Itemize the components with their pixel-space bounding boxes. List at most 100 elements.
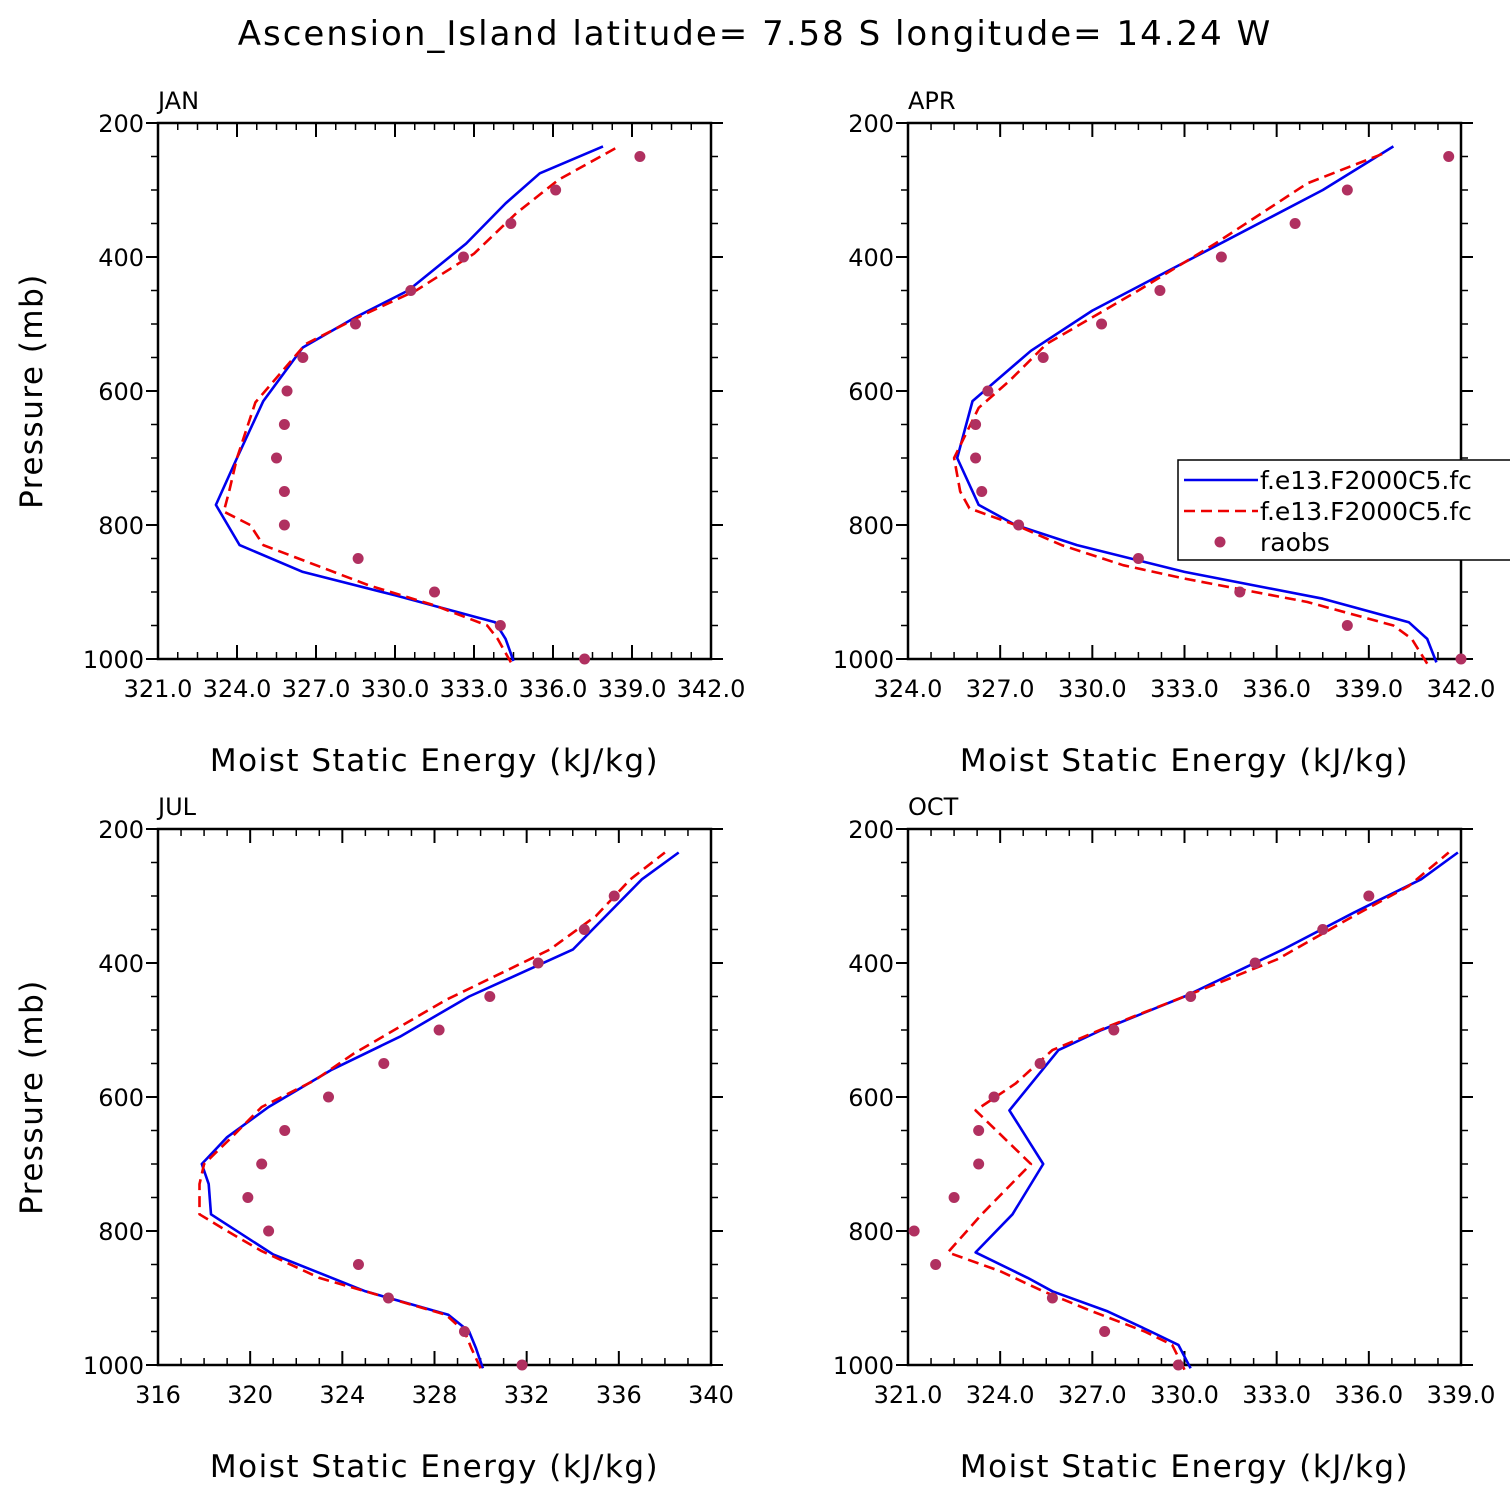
raob-point — [1455, 653, 1467, 665]
raob-point — [1341, 184, 1353, 196]
y-tick-label: 800 — [848, 512, 894, 540]
raob-point — [973, 1125, 985, 1136]
panel-apr: APR 324.0 327.0 330.0 333.0 336.0 339.0 342.0 20… — [833, 87, 1495, 779]
raob-point — [550, 184, 562, 196]
x-tick-label: 336 — [596, 1381, 642, 1409]
x-tick-label: 339.0 — [1427, 1381, 1496, 1409]
series-line-2 — [198, 851, 666, 1369]
raob-point — [908, 1225, 920, 1237]
raob-point — [1132, 553, 1144, 564]
raob-point — [988, 1091, 1000, 1103]
y-tick-label: 400 — [848, 950, 894, 978]
x-tick-label: 327.0 — [1058, 1381, 1127, 1409]
y-tick-label: 200 — [98, 816, 144, 844]
x-tick-label: 321.0 — [124, 675, 193, 703]
raob-point — [970, 419, 982, 430]
x-tick-label: 330.0 — [1150, 1381, 1219, 1409]
y-tick-label: 800 — [98, 512, 144, 540]
x-tick-label: 330.0 — [361, 675, 430, 703]
raob-point — [1249, 957, 1261, 969]
y-tick-label: 600 — [848, 378, 894, 406]
x-tick-label: 327.0 — [966, 675, 1035, 703]
raob-point — [256, 1158, 268, 1170]
y-tick-label: 400 — [848, 244, 894, 272]
y-tick-label: 800 — [848, 1218, 894, 1246]
x-axis-title: Moist Static Energy (kJ/kg) — [960, 1449, 1409, 1485]
raob-point — [484, 991, 496, 1002]
x-tick-label: 328 — [412, 1381, 458, 1409]
legend-label: f.e13.F2000C5.fc — [1260, 466, 1472, 495]
x-tick-label: 339.0 — [598, 675, 667, 703]
raob-point — [1443, 151, 1455, 162]
raob-point — [1341, 620, 1353, 631]
raob-point — [281, 385, 293, 397]
raob-point — [1363, 890, 1375, 902]
legend-label: f.e13.F2000C5.fc — [1260, 497, 1472, 526]
raob-point — [1046, 1292, 1058, 1304]
raob-point — [970, 452, 982, 464]
raob-point — [494, 620, 506, 631]
x-tick-label: 336.0 — [519, 675, 588, 703]
panel-label: OCT — [908, 793, 959, 821]
raob-point — [1037, 352, 1049, 363]
series-line-2 — [946, 851, 1450, 1371]
raob-point — [271, 452, 282, 464]
raob-point — [516, 1359, 528, 1371]
raob-point — [278, 486, 290, 497]
figure-title: Ascension_Island latitude= 7.58 S longit… — [238, 14, 1273, 54]
raob-point — [1096, 318, 1108, 330]
raob-point — [948, 1192, 960, 1203]
raob-point — [608, 890, 620, 902]
y-tick-label: 1000 — [833, 1352, 894, 1380]
x-tick-label: 342.0 — [677, 675, 746, 703]
x-tick-label: 321.0 — [874, 1381, 943, 1409]
legend-box — [1177, 459, 1510, 561]
raob-point — [1108, 1024, 1120, 1036]
x-tick-label: 336.0 — [1334, 1381, 1403, 1409]
raob-point — [578, 924, 590, 935]
x-tick-label: 330.0 — [1058, 675, 1127, 703]
series-line-2 — [222, 145, 620, 664]
raob-point — [505, 218, 517, 229]
y-axis-title: Pressure (mb) — [14, 273, 50, 509]
panel-label: JAN — [156, 87, 199, 115]
raob-point — [1013, 519, 1025, 531]
raob-point — [458, 1326, 470, 1337]
raob-point — [350, 318, 361, 330]
raob-point — [976, 486, 988, 497]
raob-point — [297, 352, 309, 363]
raob-point — [1215, 251, 1227, 263]
series-line-1 — [200, 851, 680, 1369]
raob-point — [1234, 586, 1246, 598]
series-line-1 — [955, 145, 1438, 663]
raob-point — [278, 519, 290, 531]
x-axis-title: Moist Static Energy (kJ/kg) — [210, 743, 659, 779]
x-tick-label: 320 — [227, 1381, 273, 1409]
y-tick-label: 400 — [98, 950, 144, 978]
y-tick-label: 200 — [98, 110, 144, 138]
raob-point — [457, 251, 469, 263]
raob-point — [278, 419, 290, 430]
panel-oct: OCT 321.0 324.0 327.0 330.0 333.0 336.0 339.0 20… — [833, 793, 1495, 1485]
raob-point — [279, 1125, 291, 1136]
legend-marker — [1214, 536, 1226, 548]
raob-point — [242, 1192, 254, 1203]
raob-point — [405, 285, 417, 296]
x-axis-title: Moist Static Energy (kJ/kg) — [960, 743, 1409, 779]
y-tick-label: 200 — [848, 110, 894, 138]
y-tick-label: 1000 — [833, 646, 894, 674]
y-tick-label: 600 — [98, 378, 144, 406]
raob-point — [382, 1292, 394, 1304]
raob-point — [973, 1158, 985, 1170]
x-tick-label: 316 — [135, 1381, 181, 1409]
panel-jan: JAN 321.0 324.0 327.0 330.0 333.0 336.0 339.0 34… — [14, 87, 745, 779]
y-tick-label: 400 — [98, 244, 144, 272]
raob-point — [634, 151, 646, 162]
raob-point — [1034, 1058, 1046, 1069]
raob-point — [1289, 218, 1301, 229]
x-axis-title: Moist Static Energy (kJ/kg) — [210, 1449, 659, 1485]
x-tick-label: 324 — [319, 1381, 365, 1409]
x-tick-label: 324.0 — [874, 675, 943, 703]
